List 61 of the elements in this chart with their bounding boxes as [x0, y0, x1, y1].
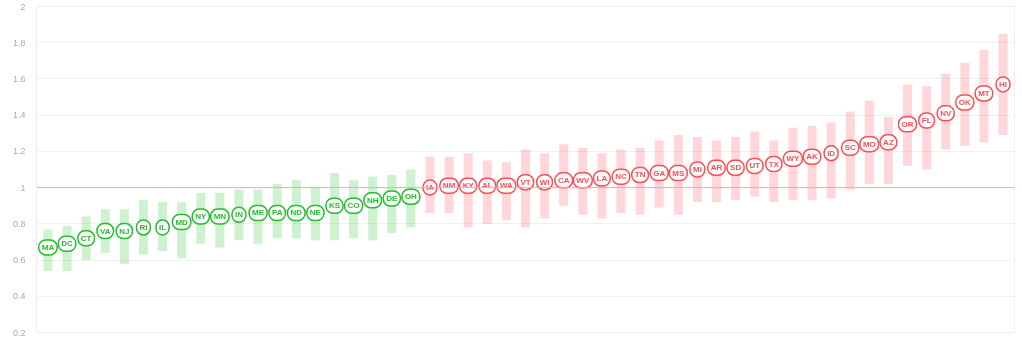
x-tick-label: ID	[827, 148, 836, 158]
y-tick-label: 0.4	[12, 291, 26, 302]
x-tick-label: CA	[557, 175, 570, 185]
y-tick-label: 0.6	[12, 255, 26, 266]
x-tick-label: AK	[806, 152, 819, 162]
x-tick-label: MN	[213, 212, 227, 222]
x-tick-label: AR	[710, 163, 723, 173]
x-tick-label: IN	[234, 210, 244, 220]
x-tick-label: NH	[366, 195, 379, 205]
x-tick-label: LA	[596, 174, 608, 184]
x-tick-label: CT	[80, 233, 92, 243]
x-tick-label: OR	[901, 119, 914, 129]
y-tick-label: 0.8	[12, 218, 26, 229]
x-tick-label: KY	[462, 181, 475, 191]
y-tick-label: 1.6	[12, 73, 26, 84]
y-tick-label: 0.2	[12, 327, 26, 338]
x-tick-label: PA	[271, 208, 283, 218]
x-tick-label: DC	[61, 239, 74, 249]
x-tick-label: OK	[958, 97, 972, 107]
x-tick-label: RI	[139, 222, 148, 232]
y-tick-label: 2	[20, 1, 26, 12]
x-tick-label: VT	[520, 177, 531, 187]
x-tick-label: UT	[749, 161, 761, 171]
x-tick-label: TX	[768, 159, 780, 169]
x-tick-label: GA	[653, 168, 666, 178]
x-tick-label: MO	[862, 139, 876, 149]
x-tick-label: OH	[404, 192, 418, 202]
x-tick-label: KS	[328, 201, 341, 211]
x-tick-label: VA	[100, 226, 111, 236]
x-tick-label: CO	[347, 201, 360, 211]
x-tick-label: NE	[309, 208, 322, 218]
x-tick-label: HI	[999, 79, 1008, 89]
x-tick-label: WY	[786, 154, 801, 164]
x-tick-label: SD	[730, 163, 742, 173]
x-tick-label: NV	[940, 108, 952, 118]
x-tick-label: FL	[921, 116, 932, 126]
x-tick-label: MT	[978, 88, 990, 98]
x-tick-label: TN	[634, 170, 646, 180]
x-tick-label: WI	[539, 177, 550, 187]
x-tick-label: WA	[499, 181, 514, 191]
x-tick-label: IA	[425, 183, 435, 193]
x-tick-label: NY	[195, 212, 207, 222]
x-tick-label: ND	[290, 208, 303, 218]
y-tick-label: 1	[20, 182, 26, 193]
x-tick-label: AZ	[883, 137, 894, 147]
x-tick-label: MA	[41, 242, 55, 252]
y-tick-label: 1.4	[12, 110, 26, 121]
x-tick-label: IL	[159, 222, 167, 232]
x-tick-label: MS	[672, 168, 685, 178]
x-tick-label: ME	[252, 208, 265, 218]
y-tick-label: 1.2	[12, 146, 26, 157]
x-tick-label: NC	[615, 172, 628, 182]
x-tick-label: SC	[844, 143, 857, 153]
x-tick-label: NJ	[119, 226, 130, 236]
y-tick-label: 1.8	[12, 37, 26, 48]
x-tick-label: DE	[386, 193, 399, 203]
x-tick-label: MI	[692, 165, 702, 174]
x-tick-label: NM	[442, 181, 456, 191]
x-tick-label: AL	[481, 181, 493, 191]
x-tick-label: MD	[175, 217, 189, 227]
x-tick-label: WV	[576, 175, 590, 185]
